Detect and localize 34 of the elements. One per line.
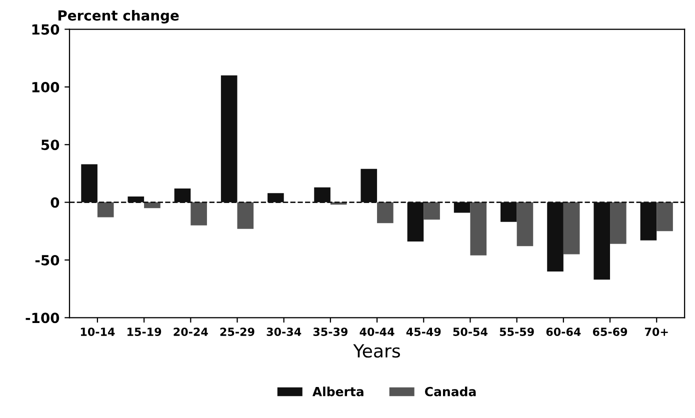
x-tick-label: 70+ bbox=[644, 328, 668, 336]
bar bbox=[563, 202, 580, 254]
bar bbox=[237, 202, 254, 229]
y-axis-title: Percent change bbox=[58, 10, 179, 24]
bar bbox=[656, 202, 673, 232]
y-tick-label: -100 bbox=[26, 312, 60, 324]
x-tick-label: 25-29 bbox=[220, 328, 254, 336]
legend-label: Alberta bbox=[312, 386, 364, 396]
bar bbox=[144, 202, 160, 208]
y-tick-label: -50 bbox=[35, 254, 60, 266]
bar bbox=[470, 202, 487, 256]
x-tick-label: 10-14 bbox=[80, 328, 115, 336]
x-tick-label: 60-64 bbox=[546, 328, 581, 336]
bar bbox=[377, 202, 394, 224]
bar bbox=[610, 202, 626, 244]
x-tick-label: 45-49 bbox=[406, 328, 441, 336]
bar bbox=[190, 202, 207, 226]
y-tick-label: 0 bbox=[50, 197, 60, 208]
x-axis-title: Years bbox=[353, 344, 400, 358]
x-tick-label: 50-54 bbox=[453, 328, 488, 336]
x-tick-label: 55-59 bbox=[500, 328, 534, 336]
y-tick-label: 100 bbox=[32, 82, 60, 92]
bar bbox=[516, 202, 534, 246]
y-tick-label: 150 bbox=[32, 24, 60, 35]
x-tick-label: 65-69 bbox=[592, 328, 628, 336]
x-tick-label: 35-39 bbox=[313, 328, 348, 336]
x-tick-label: 15-19 bbox=[128, 328, 162, 336]
bar bbox=[97, 202, 114, 218]
x-tick-label: 20-24 bbox=[174, 328, 208, 336]
legend-label: Canada bbox=[424, 386, 476, 396]
bar bbox=[424, 202, 440, 220]
x-tick-label: 30-34 bbox=[266, 328, 302, 336]
y-tick-label: 50 bbox=[42, 140, 60, 150]
x-tick-label: 40-44 bbox=[360, 328, 394, 336]
